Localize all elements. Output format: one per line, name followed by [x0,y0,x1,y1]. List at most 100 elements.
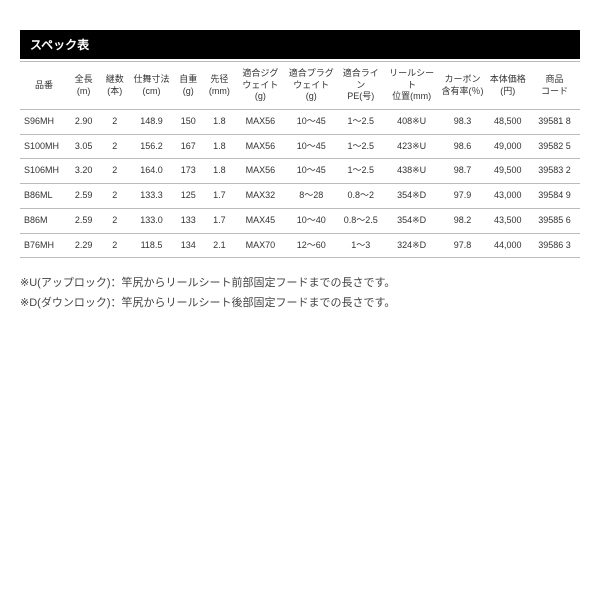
col-header: 自重(g) [173,62,204,110]
table-cell: 1.7 [204,208,235,233]
table-cell: 39584 9 [529,184,580,209]
table-cell: MAX56 [235,134,286,159]
table-row: S96MH2.902148.91501.8MAX5610～451～2.5408※… [20,110,580,135]
spec-table: 品番全長(m)継数(本)仕舞寸法(cm)自重(g)先径(mm)適合ジグウェイト(… [20,61,580,258]
note-line: ※D(ダウンロック)：竿尻からリールシート後部固定フードまでの長さです。 [20,294,580,314]
table-cell: MAX32 [235,184,286,209]
table-cell: 148.9 [130,110,172,135]
table-cell: 0.8～2 [337,184,385,209]
table-cell: 39585 6 [529,208,580,233]
table-cell: 39583 2 [529,159,580,184]
table-cell: 43,000 [487,184,529,209]
table-cell: 2.59 [68,208,99,233]
col-header: 適合プラグウェイト(g) [286,62,337,110]
table-cell: 39581 8 [529,110,580,135]
table-cell: 408※U [385,110,439,135]
col-header: 仕舞寸法(cm) [130,62,172,110]
table-cell: 1.8 [204,110,235,135]
col-header: カーボン含有率(％) [439,62,487,110]
table-cell: 39582 5 [529,134,580,159]
table-cell: 2.90 [68,110,99,135]
table-cell: 2 [99,110,130,135]
title-text: スペック表 [30,38,89,52]
table-header: 品番全長(m)継数(本)仕舞寸法(cm)自重(g)先径(mm)適合ジグウェイト(… [20,62,580,110]
table-cell: 10～40 [286,208,337,233]
table-cell: 98.2 [439,208,487,233]
table-cell: 150 [173,110,204,135]
table-cell: 133 [173,208,204,233]
table-cell: 98.3 [439,110,487,135]
table-cell: 1.8 [204,134,235,159]
table-cell: 2 [99,208,130,233]
note-line: ※U(アップロック)：竿尻からリールシート前部固定フードまでの長さです。 [20,274,580,294]
table-cell: 97.8 [439,233,487,258]
table-cell: 3.05 [68,134,99,159]
table-cell: 423※U [385,134,439,159]
table-cell: 0.8～2.5 [337,208,385,233]
table-cell: 12～60 [286,233,337,258]
table-cell: 44,000 [487,233,529,258]
table-cell: S96MH [20,110,68,135]
table-cell: 173 [173,159,204,184]
table-cell: 98.7 [439,159,487,184]
table-cell: 125 [173,184,204,209]
table-cell: 133.3 [130,184,172,209]
table-cell: B86M [20,208,68,233]
table-cell: MAX56 [235,110,286,135]
notes-block: ※U(アップロック)：竿尻からリールシート前部固定フードまでの長さです。 ※D(… [20,274,580,314]
table-body: S96MH2.902148.91501.8MAX5610～451～2.5408※… [20,110,580,258]
table-row: B86ML2.592133.31251.7MAX328～280.8～2354※D… [20,184,580,209]
col-header: 適合ジグウェイト(g) [235,62,286,110]
table-cell: 354※D [385,208,439,233]
col-header: 品番 [20,62,68,110]
table-cell: S106MH [20,159,68,184]
table-cell: S100MH [20,134,68,159]
col-header: 商品コード [529,62,580,110]
table-row: S106MH3.202164.01731.8MAX5610～451～2.5438… [20,159,580,184]
table-cell: 39586 3 [529,233,580,258]
table-cell: 2 [99,159,130,184]
table-cell: 1～3 [337,233,385,258]
table-cell: 8～28 [286,184,337,209]
table-cell: 134 [173,233,204,258]
table-cell: 10～45 [286,110,337,135]
table-cell: 1～2.5 [337,134,385,159]
table-cell: MAX45 [235,208,286,233]
table-cell: 164.0 [130,159,172,184]
col-header: 先径(mm) [204,62,235,110]
table-cell: 156.2 [130,134,172,159]
col-header: リールシート位置(mm) [385,62,439,110]
table-row: B76MH2.292118.51342.1MAX7012～601～3324※D9… [20,233,580,258]
table-cell: 49,500 [487,159,529,184]
table-cell: 48,500 [487,110,529,135]
table-cell: 354※D [385,184,439,209]
table-cell: 1.8 [204,159,235,184]
table-cell: 2.1 [204,233,235,258]
table-cell: 3.20 [68,159,99,184]
table-cell: B76MH [20,233,68,258]
spec-table-title: スペック表 [20,30,580,59]
col-header: 全長(m) [68,62,99,110]
table-cell: 2 [99,134,130,159]
table-cell: 1～2.5 [337,110,385,135]
table-cell: 43,500 [487,208,529,233]
col-header: 継数(本) [99,62,130,110]
table-cell: 324※D [385,233,439,258]
table-cell: MAX70 [235,233,286,258]
col-header: 適合ラインPE(号) [337,62,385,110]
table-cell: 2.29 [68,233,99,258]
table-cell: 133.0 [130,208,172,233]
table-cell: 167 [173,134,204,159]
table-cell: 438※U [385,159,439,184]
table-cell: 118.5 [130,233,172,258]
table-cell: 2.59 [68,184,99,209]
table-cell: 1～2.5 [337,159,385,184]
table-cell: 1.7 [204,184,235,209]
table-cell: B86ML [20,184,68,209]
table-cell: 2 [99,184,130,209]
col-header: 本体価格(円) [487,62,529,110]
table-cell: 2 [99,233,130,258]
table-cell: 10～45 [286,134,337,159]
table-row: B86M2.592133.01331.7MAX4510～400.8～2.5354… [20,208,580,233]
table-cell: 97.9 [439,184,487,209]
